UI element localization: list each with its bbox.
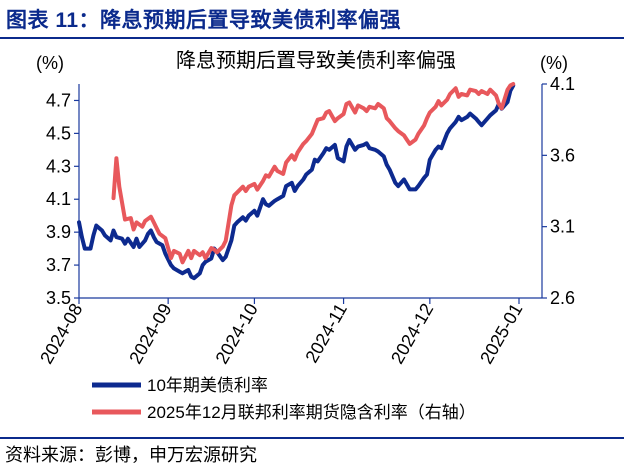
source-note: 资料来源：彭博，申万宏源研究 (5, 445, 257, 465)
series-fed-futures-line (111, 82, 516, 265)
x-tick-label: 2025-01 (476, 300, 526, 367)
line-chart: 降息预期后置导致美债利率偏强 (%) (%) 3.5 3.7 3.9 4.1 4.3 4.… (36, 49, 575, 422)
left-tick-label: 4.5 (46, 123, 71, 143)
right-tick-label: 4.1 (550, 74, 575, 94)
left-tick-label: 3.9 (46, 222, 71, 242)
right-axis-unit: (%) (540, 53, 568, 73)
right-tick-label: 3.6 (550, 145, 575, 165)
axes-group: 3.5 3.7 3.9 4.1 4.3 4.5 4.7 2.6 3.1 3.6 4.1 2024-08… (36, 74, 575, 367)
left-tick-label: 3.7 (46, 255, 71, 275)
series-10y-treasury-line (77, 83, 516, 281)
left-tick-label: 3.5 (46, 288, 71, 308)
right-tick-label: 3.1 (550, 217, 575, 237)
left-tick-label: 4.3 (46, 156, 71, 176)
legend: 10年期美债利率 2025年12月联邦利率期货隐含利率（右轴） (92, 376, 476, 422)
left-tick-label: 4.7 (46, 90, 71, 110)
figure-title: 图表 11：降息预期后置导致美债利率偏强 (6, 9, 402, 32)
x-tick-label: 2024-11 (301, 300, 351, 366)
x-tick-label: 2024-08 (36, 300, 86, 367)
right-tick-label: 2.6 (550, 288, 575, 308)
chart-title: 降息预期后置导致美债利率偏强 (176, 49, 456, 72)
source-rule (0, 437, 624, 439)
x-tick-label: 2024-10 (212, 300, 262, 367)
legend-label-10y: 10年期美债利率 (147, 376, 268, 395)
legend-label-futures: 2025年12月联邦利率期货隐含利率（右轴） (147, 403, 476, 422)
left-axis-unit: (%) (36, 53, 64, 73)
left-tick-label: 4.1 (46, 189, 71, 209)
title-underline (0, 37, 624, 39)
series-group (77, 82, 516, 281)
x-tick-label: 2024-09 (125, 300, 175, 367)
x-tick-label: 2024-12 (387, 300, 437, 367)
